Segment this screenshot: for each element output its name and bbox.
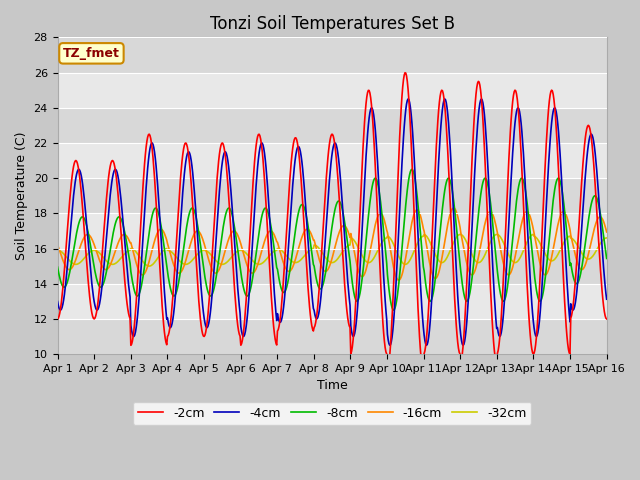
Line: -4cm: -4cm — [58, 99, 607, 345]
-8cm — [176, 273, 184, 279]
Line: -8cm: -8cm — [58, 169, 607, 310]
-32cm — [63, 255, 71, 261]
Bar — [58, 72, 607, 108]
Bar — [58, 284, 607, 319]
-2cm — [401, 70, 409, 75]
Bar — [58, 108, 607, 143]
Bar — [58, 213, 607, 249]
-16cm — [63, 266, 71, 272]
-8cm — [54, 264, 61, 270]
-32cm — [54, 247, 61, 253]
Line: -2cm: -2cm — [58, 72, 607, 372]
-4cm — [176, 232, 184, 238]
-8cm — [205, 291, 212, 297]
Bar — [58, 37, 607, 72]
Bar — [58, 178, 607, 213]
-4cm — [415, 248, 422, 254]
-8cm — [603, 255, 611, 261]
Bar — [58, 319, 607, 354]
-8cm — [390, 307, 397, 313]
-32cm — [415, 237, 423, 242]
Y-axis label: Soil Temperature (C): Soil Temperature (C) — [15, 132, 28, 260]
-4cm — [63, 262, 71, 268]
-32cm — [529, 231, 537, 237]
Bar — [58, 249, 607, 284]
-2cm — [415, 334, 423, 339]
Text: TZ_fmet: TZ_fmet — [63, 47, 120, 60]
-32cm — [205, 251, 213, 256]
-32cm — [399, 261, 407, 266]
-4cm — [120, 230, 128, 236]
-16cm — [54, 241, 61, 247]
-16cm — [205, 257, 212, 263]
-8cm — [399, 228, 407, 233]
-4cm — [54, 299, 61, 304]
Line: -16cm: -16cm — [58, 208, 607, 280]
-4cm — [399, 147, 406, 153]
-16cm — [603, 229, 611, 235]
-2cm — [176, 186, 184, 192]
X-axis label: Time: Time — [317, 379, 348, 392]
-32cm — [177, 259, 184, 264]
-8cm — [417, 228, 424, 234]
-2cm — [205, 303, 212, 309]
-16cm — [450, 205, 458, 211]
-2cm — [54, 316, 61, 322]
-32cm — [120, 252, 128, 257]
-2cm — [63, 226, 71, 232]
-8cm — [63, 279, 71, 285]
-16cm — [176, 270, 184, 276]
-16cm — [395, 277, 403, 283]
-2cm — [603, 316, 611, 322]
Title: Tonzi Soil Temperatures Set B: Tonzi Soil Temperatures Set B — [209, 15, 454, 33]
-2cm — [399, 84, 406, 90]
-32cm — [145, 263, 153, 269]
-4cm — [460, 342, 467, 348]
-16cm — [399, 266, 407, 272]
-4cm — [477, 96, 485, 102]
-8cm — [408, 167, 416, 172]
-4cm — [205, 320, 212, 326]
-32cm — [603, 235, 611, 241]
-16cm — [120, 231, 128, 237]
-16cm — [415, 210, 423, 216]
-8cm — [120, 226, 128, 232]
Bar — [58, 143, 607, 178]
Legend: -2cm, -4cm, -8cm, -16cm, -32cm: -2cm, -4cm, -8cm, -16cm, -32cm — [133, 402, 531, 424]
-2cm — [120, 268, 128, 274]
-4cm — [603, 296, 611, 302]
Line: -32cm: -32cm — [58, 234, 607, 266]
-2cm — [419, 369, 427, 374]
